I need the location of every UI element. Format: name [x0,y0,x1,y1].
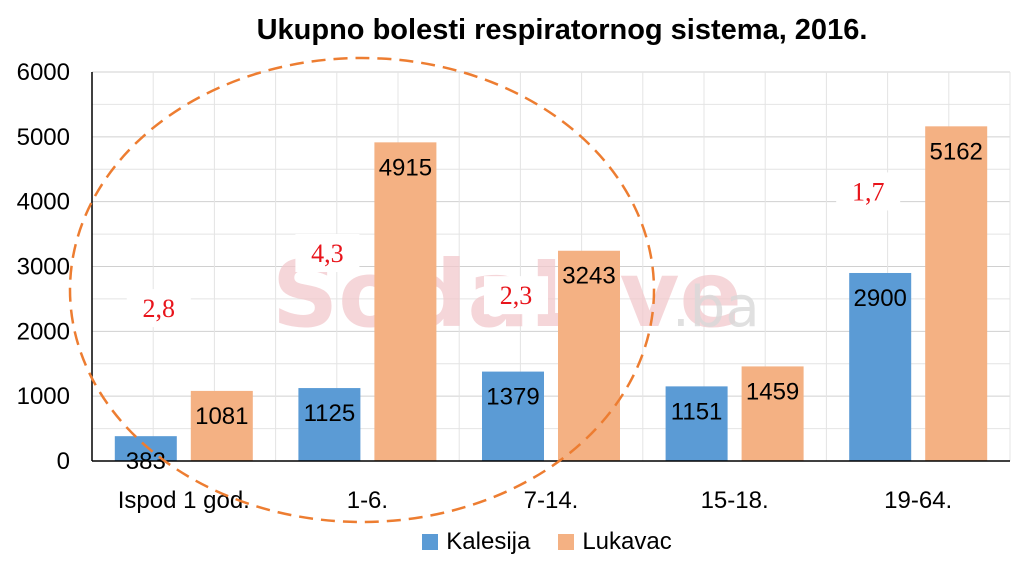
ratio-annotation: 2,8 [143,294,176,323]
ratio-annotation: 1,7 [852,177,885,206]
bar-lukavac [925,126,988,462]
highlight-ellipse [68,56,656,524]
y-tick-label: 1000 [17,383,70,410]
legend-label-kalesija: Kalesija [446,528,531,555]
bar-lukavac [190,390,253,461]
legend: Kalesija Lukavac [0,528,1024,556]
watermark-suffix: .ba [672,275,760,340]
annotation-bg [836,172,901,211]
x-tick-label: 1-6. [347,487,388,514]
y-tick-label: 5000 [17,124,70,151]
ratio-annotation: 4,3 [311,239,344,268]
bar-kalesija [849,272,912,461]
bar-lukavac [374,142,437,461]
bar-kalesija [298,388,361,461]
legend-swatch-lukavac [558,534,575,550]
data-label: 1459 [746,378,799,405]
annotations: 2,8 4,3 2,3 1,7 [68,56,901,524]
bars [114,126,988,462]
x-tick-label: Ispod 1 god. [118,487,250,514]
axes: 0 1000 2000 3000 4000 5000 6000 Ispod 1 god. 1-6… [17,59,1010,514]
x-tick-label: 15-18. [701,487,769,514]
data-label: 4915 [379,154,432,181]
x-tick-label: 7-14. [524,487,579,514]
bar-kalesija [114,436,177,461]
y-tick-label: 6000 [17,59,70,86]
y-tick-label: 0 [57,448,70,475]
data-label: 3243 [562,263,615,290]
y-tick-label: 2000 [17,318,70,345]
data-label: 1379 [486,384,539,411]
annotation-bg [484,276,548,315]
x-tick-label: 19-64. [884,487,952,514]
bar-lukavac [558,250,620,461]
data-label: 1151 [671,398,723,425]
legend-swatch-kalesija [422,534,439,550]
annotation-bg [126,289,191,328]
y-tick-label: 3000 [17,254,70,281]
bar-lukavac [741,366,804,461]
legend-item-kalesija: Kalesija [422,528,530,556]
legend-label-lukavac: Lukavac [582,528,672,555]
data-label: 1125 [304,400,356,427]
data-labels: 383 1081 1125 4915 1379 3243 1151 1459 2900 5162 [126,138,983,475]
bar-kalesija [665,386,728,461]
bar-kalesija [482,371,544,461]
annotation-bg [295,234,360,273]
ratio-annotation: 2,3 [500,281,533,310]
data-label: 5162 [930,138,983,165]
chart-title: Ukupno bolesti respiratornog sistema, 20… [256,14,868,46]
y-tick-label: 4000 [17,189,70,216]
data-label: 1081 [195,403,248,430]
legend-item-lukavac: Lukavac [558,528,672,556]
data-label: 383 [126,448,166,475]
data-label: 2900 [854,285,907,312]
